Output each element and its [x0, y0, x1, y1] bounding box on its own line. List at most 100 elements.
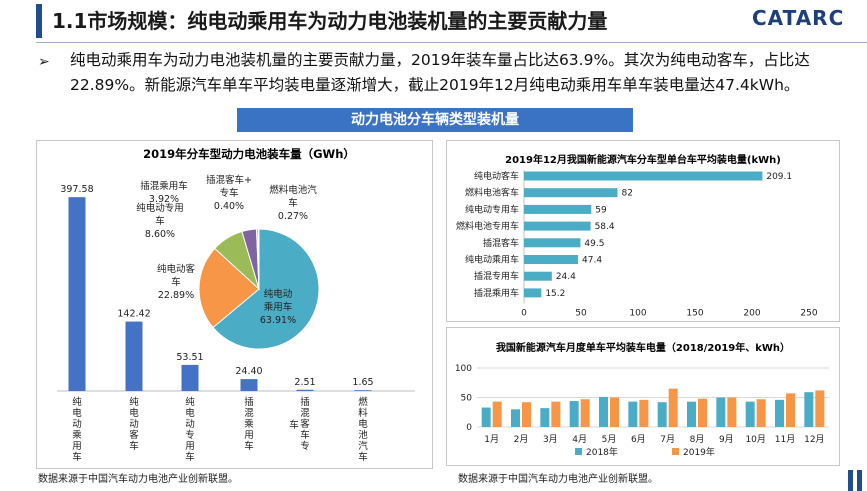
bar [569, 401, 579, 427]
bar [815, 390, 825, 427]
bar [639, 399, 649, 427]
chart-title: 我国新能源汽车月度单车平均装车电量（2018/2019年、kWh） [496, 341, 790, 354]
source-note-left: 数据来源于中国汽车动力电池产业创新联盟。 [38, 474, 238, 485]
bar-value-label: 209.1 [766, 172, 792, 182]
category-label: 混 [244, 408, 254, 419]
bar [68, 197, 86, 391]
category-label: 纯电动客车 [474, 170, 519, 182]
category-label: 车 [244, 440, 254, 452]
x-tick-label: 250 [800, 309, 817, 319]
pie-slice-label: 3.92% [149, 194, 179, 205]
bar-value-label: 53.51 [176, 352, 203, 363]
category-label: 插混客车 [483, 237, 519, 249]
bar [125, 321, 143, 391]
bar [668, 388, 678, 427]
bar [786, 393, 795, 427]
pie-slice-label: 63.91% [260, 315, 296, 326]
category-label: 乘 [244, 418, 254, 430]
category-label: 专 [185, 429, 195, 441]
bar [716, 397, 726, 427]
x-tick-label: 5月 [602, 434, 617, 445]
y-tick-label: 50 [461, 394, 473, 404]
category-label: 纯电动乘用车 [465, 254, 519, 266]
bar [354, 390, 372, 391]
summary-text: 纯电动乘用车为动力电池装机量的主要贡献力量，2019年装车量占比达63.9%。其… [70, 51, 810, 94]
x-tick-label: 50 [575, 309, 587, 319]
category-label: 车 [358, 451, 368, 463]
monthly-capacity-chart: 我国新能源汽车月度单车平均装车电量（2018/2019年、kWh） 0 50 100… [455, 341, 829, 458]
bar [687, 401, 696, 427]
catarc-logo: CATARC [752, 6, 845, 30]
legend-label: 2019年 [683, 446, 715, 458]
category-label: 池 [358, 429, 368, 441]
pie-slice-label: 纯电动专用 [136, 202, 184, 214]
category-label: 动 [129, 419, 139, 430]
bar-value-label: 15.2 [545, 289, 565, 299]
pie-slice-label: 22.89% [158, 290, 194, 301]
category-label: 电 [72, 407, 82, 419]
bar [524, 255, 579, 264]
category-label: 客 [300, 418, 310, 430]
pie-slice-label: 插混乘用车 [140, 180, 188, 192]
bar-value-label: 24.4 [556, 272, 576, 282]
category-label: 用 [185, 441, 195, 452]
bar [775, 399, 784, 427]
category-label: 插混专用车 [474, 270, 519, 282]
bar-value-label: 397.58 [60, 184, 93, 195]
average-capacity-chart: 2019年12月我国新能源汽车分车型单台车平均装电量(kWh) 纯电动客车 209… [456, 153, 818, 319]
legend-swatch [672, 448, 679, 455]
category-label: 电 [129, 407, 139, 419]
category-label: 动 [185, 419, 195, 430]
y-tick-label: 0 [466, 423, 472, 433]
pie-slice-label: 0.27% [278, 211, 308, 222]
pie-slice-label: 专车 [219, 187, 238, 199]
bar [511, 409, 520, 427]
category-label: 纯 [185, 396, 195, 408]
pie-slice-label: 车 [288, 197, 298, 209]
pie-slice-label: 纯电动客 [157, 263, 196, 275]
category-label: 车 [129, 440, 139, 452]
x-tick-label: 0 [521, 309, 527, 319]
category-label: 纯电动专用车 [465, 203, 519, 215]
bar [524, 221, 591, 231]
pie-slice [198, 247, 260, 329]
bar [580, 399, 590, 427]
bar-value-label: 49.5 [584, 239, 604, 249]
page-title: 1.1市场规模：纯电动乘用车为动力电池装机量的主要贡献力量 [52, 9, 608, 33]
section-banner: 动力电池分车辆类型装机量 [237, 108, 633, 132]
category-label: 料 [358, 407, 368, 419]
category-label: 插混乘用车 [474, 287, 519, 299]
title-bar: 1.1市场规模：纯电动乘用车为动力电池装机量的主要贡献力量 CATARC [0, 0, 867, 46]
x-tick-label: 11月 [775, 434, 795, 445]
category-label: 电 [185, 407, 195, 419]
bar [296, 389, 314, 391]
x-tick-label: 1月 [484, 434, 499, 445]
category-label: 燃料电池客车 [465, 187, 519, 199]
bar [481, 407, 491, 427]
x-tick-label: 7月 [660, 434, 675, 445]
pie-slice-label: 车 [171, 276, 181, 288]
bar [756, 399, 766, 427]
pie-slice-label: 0.40% [214, 201, 244, 212]
pie-slice-label: 燃料电池汽 [269, 184, 317, 196]
x-tick-label: 9月 [719, 434, 734, 445]
x-tick-label: 12月 [804, 434, 824, 445]
bar-value-label: 58.4 [595, 222, 615, 232]
x-tick-label: 3月 [543, 434, 558, 445]
x-tick-label: 200 [743, 309, 760, 319]
x-tick-label: 150 [686, 309, 703, 319]
category-label: 专 [300, 440, 310, 452]
category-label: 燃 [358, 396, 368, 408]
category-label: 汽 [358, 440, 368, 452]
category-label: 车 [300, 429, 310, 441]
category-label: 用 [72, 441, 82, 452]
legend-label: 2018年 [586, 446, 618, 458]
category-label: 插 [300, 396, 310, 408]
bar [181, 364, 199, 391]
bar [551, 401, 561, 427]
pie-slice-label: 乘用车 [264, 301, 293, 313]
bar [698, 398, 707, 427]
category-label: 客 [129, 429, 139, 441]
category-label: 电 [358, 418, 368, 430]
category-label: 插 [244, 396, 254, 408]
